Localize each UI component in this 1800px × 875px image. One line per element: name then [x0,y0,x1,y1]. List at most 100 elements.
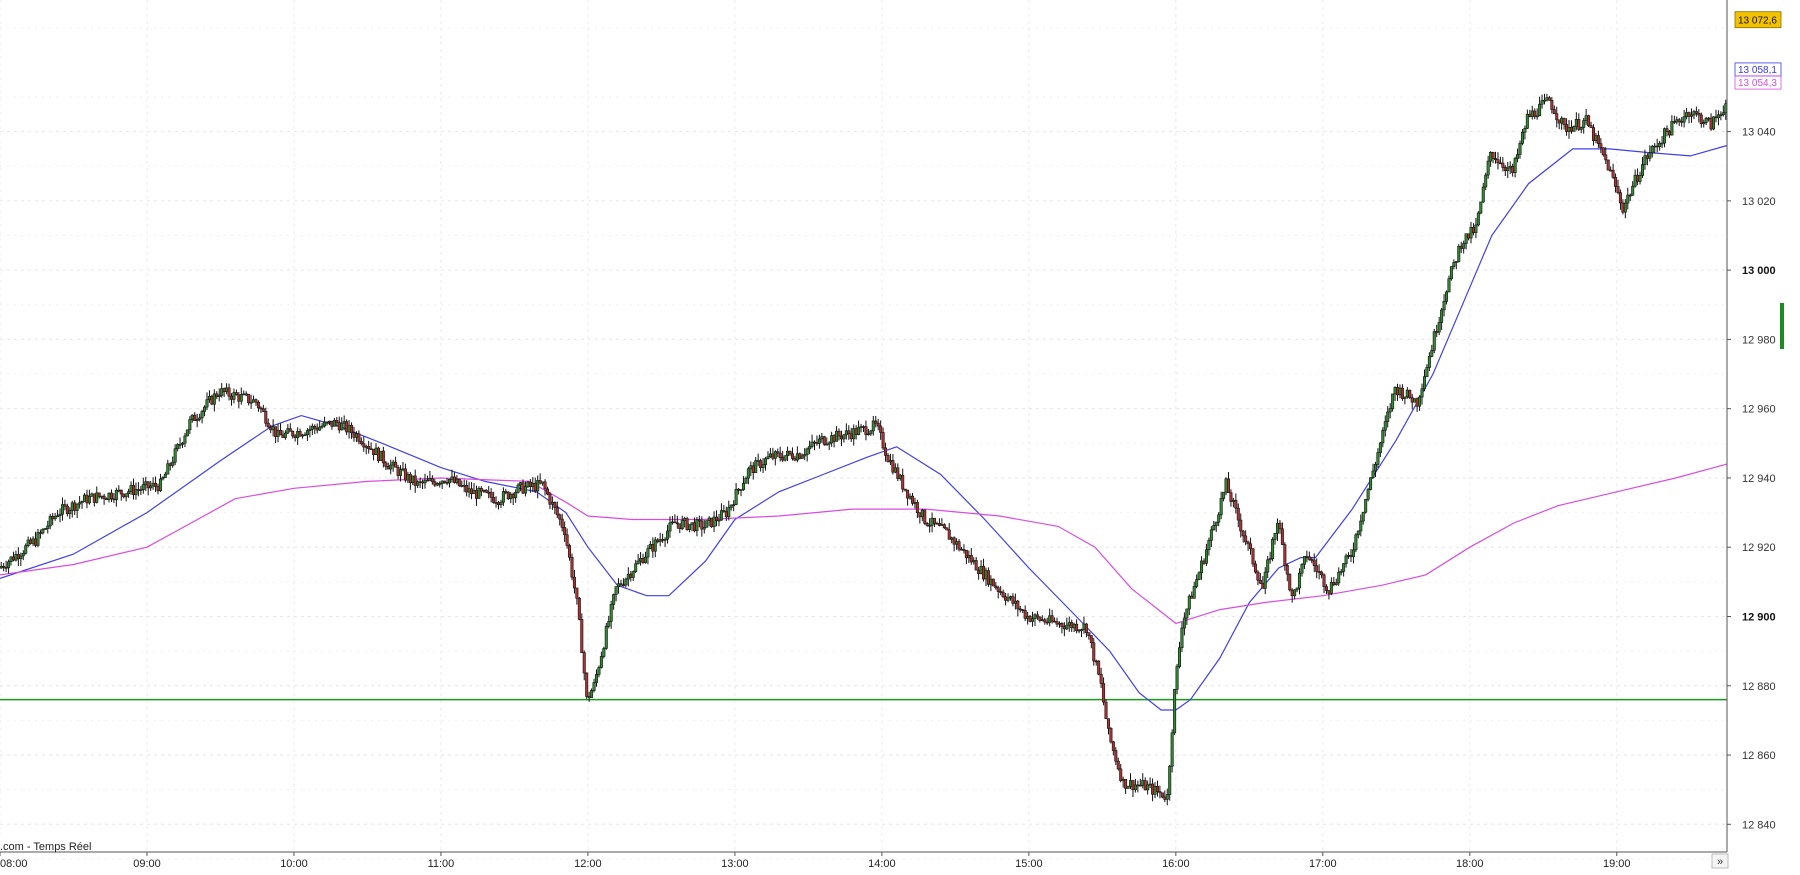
candle [1031,611,1035,627]
candle-body [1462,243,1466,249]
price-badge: 13 058,1 [1734,62,1782,77]
candle [781,450,785,462]
candle [1665,125,1669,137]
candle-body [984,570,988,580]
candle [962,544,966,554]
candle-body [1501,162,1505,168]
candle-body [842,434,846,440]
candle [1611,163,1615,180]
candle-body [384,462,388,467]
candle-body [1004,596,1008,601]
candle-body [918,512,922,518]
candle [815,435,819,446]
candle [599,651,603,669]
candle [259,406,263,414]
candle [462,479,466,493]
candle [648,541,652,550]
candle [685,516,689,531]
candle-body [903,488,907,491]
candle-body [330,420,334,427]
candle-body [1231,499,1235,502]
candle [1494,151,1498,164]
candle [1528,109,1532,118]
candle [335,417,339,427]
candle-body [1413,398,1417,403]
candle-body [915,502,919,513]
candle [215,391,219,400]
candle [1437,317,1441,336]
candle-body [227,387,231,397]
candle [1298,568,1302,595]
candle [247,393,251,406]
candle [340,417,344,431]
candle [1133,778,1137,793]
candle-body [1217,514,1221,523]
candle [1579,126,1583,134]
candle [1667,130,1671,138]
candle-body [1638,175,1642,182]
candle-body [1430,350,1434,357]
candle-body [1685,112,1689,118]
candle [1305,550,1309,563]
candle-body [1481,186,1485,203]
candle [1312,553,1316,573]
candle-body [1422,376,1426,390]
candle [1197,571,1201,581]
candle [428,470,432,482]
x-tick-label: 16:00 [1162,858,1190,870]
candle [996,585,1000,599]
scroll-right-button[interactable]: » [1711,853,1729,869]
candle [754,457,758,474]
candle [891,454,895,475]
candle [408,471,412,490]
candle-body [658,539,662,542]
candle [1168,764,1172,801]
candle [1675,116,1679,125]
candle [504,488,508,495]
candle [323,416,327,428]
candle-body [1031,618,1035,622]
candle [448,478,452,488]
y-tick-label: 13 000 [1742,265,1776,277]
candle [766,451,770,460]
candle-body [11,556,15,561]
candle-body [1621,202,1625,213]
right-edge-scroll-indicator[interactable] [1780,303,1784,349]
candle [183,432,187,448]
candle [1672,115,1676,125]
candle [283,430,287,440]
candle-body [1099,673,1103,684]
candle-body [1594,135,1598,141]
candle-body [1386,411,1390,422]
candle-body [1543,99,1547,102]
candle-body [229,395,233,400]
candle-body [2,565,6,568]
candle-body [376,447,380,462]
candle-body [1665,128,1669,132]
candle [813,440,817,451]
candle-body [861,426,865,428]
candle-body [1271,539,1275,559]
candle [1080,628,1084,638]
candle [401,462,405,472]
candle [24,543,28,555]
candle [1170,729,1174,773]
candle [1263,567,1267,595]
y-tick-label: 12 900 [1742,611,1776,623]
candle [193,412,197,421]
x-tick-label: 11:00 [428,858,455,870]
candle-body [825,443,829,446]
candle [1405,387,1409,399]
candle [1648,145,1652,162]
candle [1513,156,1517,178]
candle [1185,608,1189,625]
candle [301,433,305,439]
candle-body [1677,119,1681,122]
candle-body [1496,159,1500,164]
candle [1094,659,1098,666]
candle [332,417,336,427]
candle-body [1163,796,1167,800]
candle [977,566,981,580]
